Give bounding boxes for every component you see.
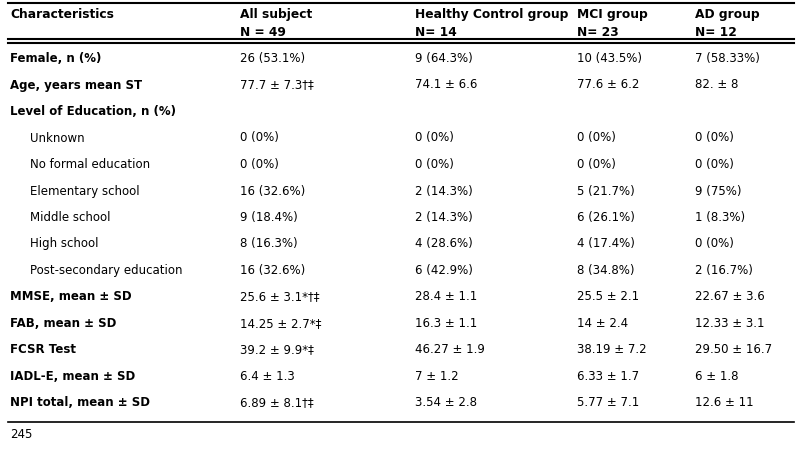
Text: 16 (32.6%): 16 (32.6%) bbox=[240, 184, 306, 197]
Text: 77.6 ± 6.2: 77.6 ± 6.2 bbox=[577, 78, 639, 91]
Text: 46.27 ± 1.9: 46.27 ± 1.9 bbox=[415, 343, 485, 356]
Text: 9 (64.3%): 9 (64.3%) bbox=[415, 52, 472, 65]
Text: 6 (26.1%): 6 (26.1%) bbox=[577, 211, 635, 224]
Text: 12.6 ± 11: 12.6 ± 11 bbox=[695, 396, 754, 409]
Text: Healthy Control group: Healthy Control group bbox=[415, 8, 569, 21]
Text: 38.19 ± 7.2: 38.19 ± 7.2 bbox=[577, 343, 646, 356]
Text: 2 (16.7%): 2 (16.7%) bbox=[695, 263, 753, 276]
Text: 8 (34.8%): 8 (34.8%) bbox=[577, 263, 634, 276]
Text: 0 (0%): 0 (0%) bbox=[240, 157, 279, 171]
Text: 77.7 ± 7.3†‡: 77.7 ± 7.3†‡ bbox=[240, 78, 314, 91]
Text: Post-secondary education: Post-secondary education bbox=[30, 263, 183, 276]
Text: 8 (16.3%): 8 (16.3%) bbox=[240, 237, 298, 250]
Text: 6 (42.9%): 6 (42.9%) bbox=[415, 263, 473, 276]
Text: 9 (75%): 9 (75%) bbox=[695, 184, 742, 197]
Text: 28.4 ± 1.1: 28.4 ± 1.1 bbox=[415, 290, 477, 303]
Text: 82. ± 8: 82. ± 8 bbox=[695, 78, 739, 91]
Text: Characteristics: Characteristics bbox=[10, 8, 114, 21]
Text: MMSE, mean ± SD: MMSE, mean ± SD bbox=[10, 290, 132, 303]
Text: Female, n (%): Female, n (%) bbox=[10, 52, 101, 65]
Text: N= 14: N= 14 bbox=[415, 26, 457, 39]
Text: 4 (28.6%): 4 (28.6%) bbox=[415, 237, 472, 250]
Text: N= 23: N= 23 bbox=[577, 26, 619, 39]
Text: Elementary school: Elementary school bbox=[30, 184, 140, 197]
Text: NPI total, mean ± SD: NPI total, mean ± SD bbox=[10, 396, 150, 409]
Text: 12.33 ± 3.1: 12.33 ± 3.1 bbox=[695, 316, 764, 329]
Text: 5.77 ± 7.1: 5.77 ± 7.1 bbox=[577, 396, 639, 409]
Text: 25.5 ± 2.1: 25.5 ± 2.1 bbox=[577, 290, 639, 303]
Text: N = 49: N = 49 bbox=[240, 26, 286, 39]
Text: 0 (0%): 0 (0%) bbox=[695, 131, 734, 144]
Text: 3.54 ± 2.8: 3.54 ± 2.8 bbox=[415, 396, 477, 409]
Text: FAB, mean ± SD: FAB, mean ± SD bbox=[10, 316, 116, 329]
Text: All subject: All subject bbox=[240, 8, 312, 21]
Text: 1 (8.3%): 1 (8.3%) bbox=[695, 211, 745, 224]
Text: 6 ± 1.8: 6 ± 1.8 bbox=[695, 369, 739, 382]
Text: 7 ± 1.2: 7 ± 1.2 bbox=[415, 369, 459, 382]
Text: 22.67 ± 3.6: 22.67 ± 3.6 bbox=[695, 290, 765, 303]
Text: No formal education: No formal education bbox=[30, 157, 150, 171]
Text: AD group: AD group bbox=[695, 8, 759, 21]
Text: 0 (0%): 0 (0%) bbox=[415, 157, 454, 171]
Text: 14 ± 2.4: 14 ± 2.4 bbox=[577, 316, 628, 329]
Text: 0 (0%): 0 (0%) bbox=[415, 131, 454, 144]
Text: 0 (0%): 0 (0%) bbox=[695, 157, 734, 171]
Text: 39.2 ± 9.9*‡: 39.2 ± 9.9*‡ bbox=[240, 343, 314, 356]
Text: 10 (43.5%): 10 (43.5%) bbox=[577, 52, 642, 65]
Text: Age, years mean ST: Age, years mean ST bbox=[10, 78, 142, 91]
Text: 0 (0%): 0 (0%) bbox=[577, 157, 616, 171]
Text: 29.50 ± 16.7: 29.50 ± 16.7 bbox=[695, 343, 772, 356]
Text: 0 (0%): 0 (0%) bbox=[695, 237, 734, 250]
Text: 6.4 ± 1.3: 6.4 ± 1.3 bbox=[240, 369, 295, 382]
Text: 26 (53.1%): 26 (53.1%) bbox=[240, 52, 305, 65]
Text: 0 (0%): 0 (0%) bbox=[577, 131, 616, 144]
Text: 2 (14.3%): 2 (14.3%) bbox=[415, 211, 472, 224]
Text: 5 (21.7%): 5 (21.7%) bbox=[577, 184, 634, 197]
Text: 16 (32.6%): 16 (32.6%) bbox=[240, 263, 306, 276]
Text: IADL-E, mean ± SD: IADL-E, mean ± SD bbox=[10, 369, 136, 382]
Text: 9 (18.4%): 9 (18.4%) bbox=[240, 211, 298, 224]
Text: 7 (58.33%): 7 (58.33%) bbox=[695, 52, 759, 65]
Text: MCI group: MCI group bbox=[577, 8, 648, 21]
Text: Level of Education, n (%): Level of Education, n (%) bbox=[10, 105, 176, 118]
Text: Middle school: Middle school bbox=[30, 211, 111, 224]
Text: Unknown: Unknown bbox=[30, 131, 85, 144]
Text: N= 12: N= 12 bbox=[695, 26, 737, 39]
Text: 14.25 ± 2.7*‡: 14.25 ± 2.7*‡ bbox=[240, 316, 322, 329]
Text: 74.1 ± 6.6: 74.1 ± 6.6 bbox=[415, 78, 477, 91]
Text: 4 (17.4%): 4 (17.4%) bbox=[577, 237, 635, 250]
Text: FCSR Test: FCSR Test bbox=[10, 343, 76, 356]
Text: 6.89 ± 8.1†‡: 6.89 ± 8.1†‡ bbox=[240, 396, 314, 409]
Text: 245: 245 bbox=[10, 427, 32, 440]
Text: 2 (14.3%): 2 (14.3%) bbox=[415, 184, 472, 197]
Text: 16.3 ± 1.1: 16.3 ± 1.1 bbox=[415, 316, 477, 329]
Text: High school: High school bbox=[30, 237, 99, 250]
Text: 0 (0%): 0 (0%) bbox=[240, 131, 279, 144]
Text: 6.33 ± 1.7: 6.33 ± 1.7 bbox=[577, 369, 639, 382]
Text: 25.6 ± 3.1*†‡: 25.6 ± 3.1*†‡ bbox=[240, 290, 319, 303]
